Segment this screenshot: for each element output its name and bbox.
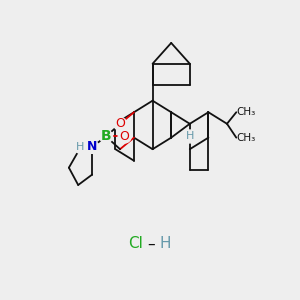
Text: O: O: [120, 130, 130, 143]
Text: H: H: [76, 142, 85, 152]
Circle shape: [100, 130, 112, 143]
Circle shape: [74, 140, 87, 153]
Text: –: –: [148, 236, 155, 251]
Text: CH₃: CH₃: [236, 133, 256, 142]
Text: Cl: Cl: [128, 236, 142, 251]
Circle shape: [85, 140, 99, 153]
Text: H: H: [186, 131, 194, 142]
Circle shape: [118, 130, 131, 143]
Circle shape: [113, 117, 127, 130]
Text: B: B: [101, 130, 111, 143]
Circle shape: [183, 130, 196, 143]
Text: N: N: [87, 140, 97, 153]
Text: CH₃: CH₃: [236, 107, 256, 117]
Text: O: O: [115, 117, 125, 130]
Text: H: H: [160, 236, 171, 251]
